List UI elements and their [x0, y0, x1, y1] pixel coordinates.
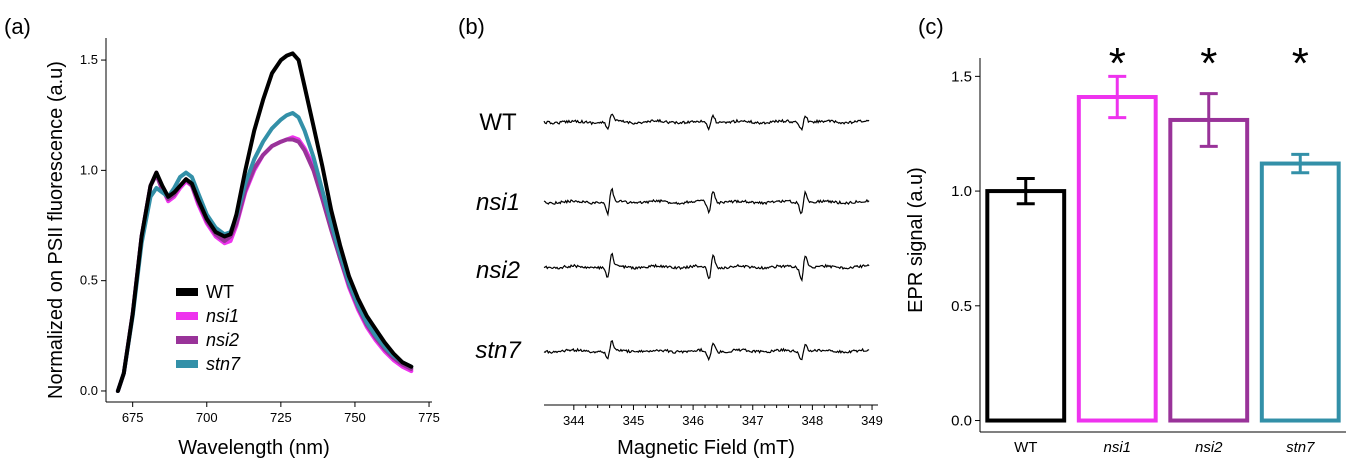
bar-WT [985, 189, 1067, 423]
panel-a-x-tick-label: 775 [418, 410, 440, 425]
panel-c-y-tick-label: 1.0 [951, 183, 972, 200]
panel-c-y-tick-label: 0.0 [951, 413, 972, 430]
panel-c-y-tick-label: 0.5 [951, 298, 972, 315]
series-line-WT [115, 51, 414, 393]
panel-c-y-tick-label: 1.5 [951, 68, 972, 85]
series-line-stn7 [115, 111, 414, 393]
panel-c-bar-chart: (c) EPR signal (a.u) 0.0 0.5 1.0 1.5 WT nsi1… [905, 14, 1346, 456]
x-tick-label-nsi2: nsi2 [1195, 439, 1223, 456]
legend-label-nsi2: nsi2 [206, 330, 239, 350]
bar-nsi2 [1168, 117, 1250, 423]
panel-c-label: (c) [918, 14, 944, 39]
panel-a-y-tick-label: 0.5 [80, 273, 98, 288]
panel-b-traces: WT nsi1 nsi2 stn7 [475, 109, 870, 364]
panel-a-y-tick-label: 0.0 [80, 383, 98, 398]
trace-line-nsi1 [543, 187, 870, 217]
panel-a-legend: WT nsi1 nsi2 stn7 [176, 282, 241, 374]
x-tick-label-WT: WT [1014, 439, 1037, 456]
panel-b-label: (b) [458, 14, 485, 39]
panel-a-y-axis-title: Normalized on PSII fluorescence (a.u) [45, 61, 67, 399]
panel-b-epr-spectra: (b) Magnetic Field (mT) 344 345 346 347 348 3… [458, 14, 883, 459]
panel-a-label: (a) [4, 14, 31, 39]
legend-label-WT: WT [206, 282, 234, 302]
series-line-nsi2 [115, 137, 414, 393]
bar-nsi1 [1076, 95, 1158, 423]
panel-b-x-tick-label: 349 [861, 413, 883, 428]
trace-line-stn7 [543, 340, 870, 362]
series-line-nsi1 [115, 135, 414, 393]
trace-line-WT [543, 113, 870, 132]
significance-marker-nsi2: * [1200, 39, 1217, 88]
panel-a-x-tick-label: 700 [196, 410, 218, 425]
panel-a-series-lines [115, 51, 414, 393]
trace-label-nsi1: nsi1 [476, 189, 520, 216]
trace-label-stn7: stn7 [475, 337, 522, 364]
legend-label-stn7: stn7 [206, 354, 241, 374]
panel-a-x-tick-label: 750 [344, 410, 366, 425]
panel-a-y-tick-label: 1.0 [80, 162, 98, 177]
panel-c-axes: 0.0 0.5 1.0 1.5 [951, 58, 1346, 433]
trace-line-nsi2 [543, 252, 870, 283]
panel-a-x-axis-title: Wavelength (nm) [178, 437, 330, 459]
panel-c-bars: WT nsi1 * nsi2 * stn7 * [985, 39, 1341, 456]
panel-a-axes: 675 700 725 750 775 0.0 0.5 1.0 1.5 [80, 38, 440, 425]
panel-a-x-tick-label: 725 [270, 410, 292, 425]
x-tick-label-stn7: stn7 [1286, 439, 1315, 456]
x-tick-label-nsi1: nsi1 [1103, 439, 1131, 456]
panel-c-y-axis-title: EPR signal (a.u) [905, 167, 927, 313]
panel-b-x-tick-label: 344 [563, 413, 585, 428]
panel-b-x-tick-label: 348 [802, 413, 824, 428]
significance-marker-stn7: * [1292, 39, 1309, 88]
panel-b-x-tick-label: 346 [682, 413, 704, 428]
legend-label-nsi1: nsi1 [206, 306, 239, 326]
panel-b-axes: 344 345 346 347 348 349 [544, 404, 883, 428]
bar-stn7 [1259, 161, 1341, 423]
panel-a-y-tick-label: 1.5 [80, 52, 98, 67]
significance-marker-nsi1: * [1109, 39, 1126, 88]
panel-b-x-tick-label: 347 [742, 413, 764, 428]
trace-label-WT: WT [479, 109, 517, 136]
trace-label-nsi2: nsi2 [476, 257, 520, 284]
panel-b-x-axis-title: Magnetic Field (mT) [617, 437, 795, 459]
panel-b-x-tick-label: 345 [623, 413, 645, 428]
panel-a-x-tick-label: 675 [122, 410, 144, 425]
panel-a-line-chart: (a) Normalized on PSII fluorescence (a.u… [4, 14, 440, 459]
